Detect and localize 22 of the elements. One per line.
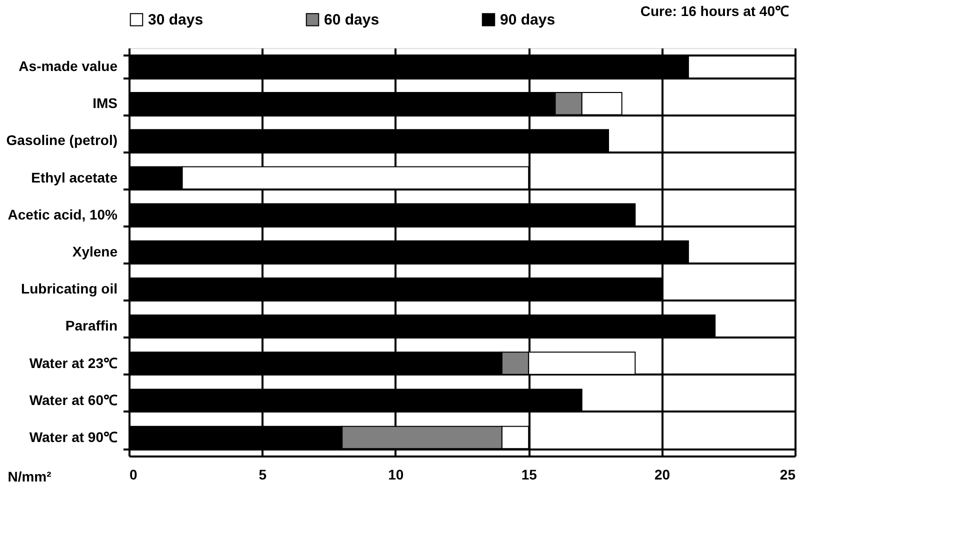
legend-label: 60 days (324, 12, 380, 29)
x-tick-label: 10 (388, 466, 404, 482)
y-tick-label: Water at 90℃ (29, 428, 118, 445)
x-axis-title: N/mm² (8, 468, 52, 484)
y-tick-label: Gasoline (petrol) (6, 132, 118, 148)
y-tick-label: IMS (92, 95, 118, 112)
x-tick-label: 15 (521, 466, 538, 482)
legend-label: 30 days (148, 12, 204, 29)
legend-label: 90 days (500, 12, 556, 29)
y-tick-label: As-made value (18, 58, 118, 74)
y-tick-label: Xylene (72, 244, 118, 260)
text: Cure: 16 hours at 40℃ (640, 3, 789, 19)
y-tick-label: Ethyl acetate (31, 169, 118, 186)
y-tick-label: Paraffin (65, 318, 118, 334)
x-tick-label: 0 (130, 466, 138, 482)
x-tick-label: 20 (654, 466, 670, 482)
y-tick-label: Acetic acid, 10% (8, 206, 118, 222)
y-tick-label: Water at 23℃ (29, 354, 118, 371)
x-tick-label: 5 (258, 466, 267, 482)
y-tick-label: Water at 60℃ (29, 392, 118, 408)
x-tick-label: 25 (780, 466, 796, 482)
y-tick-label: Lubricating oil (21, 280, 118, 297)
